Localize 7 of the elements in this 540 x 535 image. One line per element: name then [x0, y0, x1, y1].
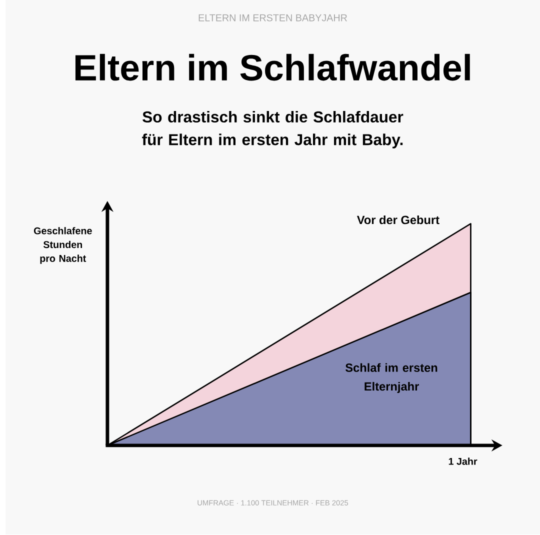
- series-label: Vor der Geburt: [356, 216, 440, 224]
- text: ELTERN IM ERSTEN BABYJAHR: [198, 14, 347, 22]
- y-axis-title: Geschlafene Stunden pro Nacht: [34, 227, 92, 264]
- x-axis-title: 1 Jahr: [448, 458, 478, 466]
- chart-title: Eltern im Schlafwandel: [75, 54, 470, 81]
- series-label: Schlaf im ersten Elternjahr: [346, 363, 438, 394]
- chart-subtitle: So drastisch sinkt die Schlafdauer für Eltern im ersten Jahr mit Baby.: [142, 111, 404, 149]
